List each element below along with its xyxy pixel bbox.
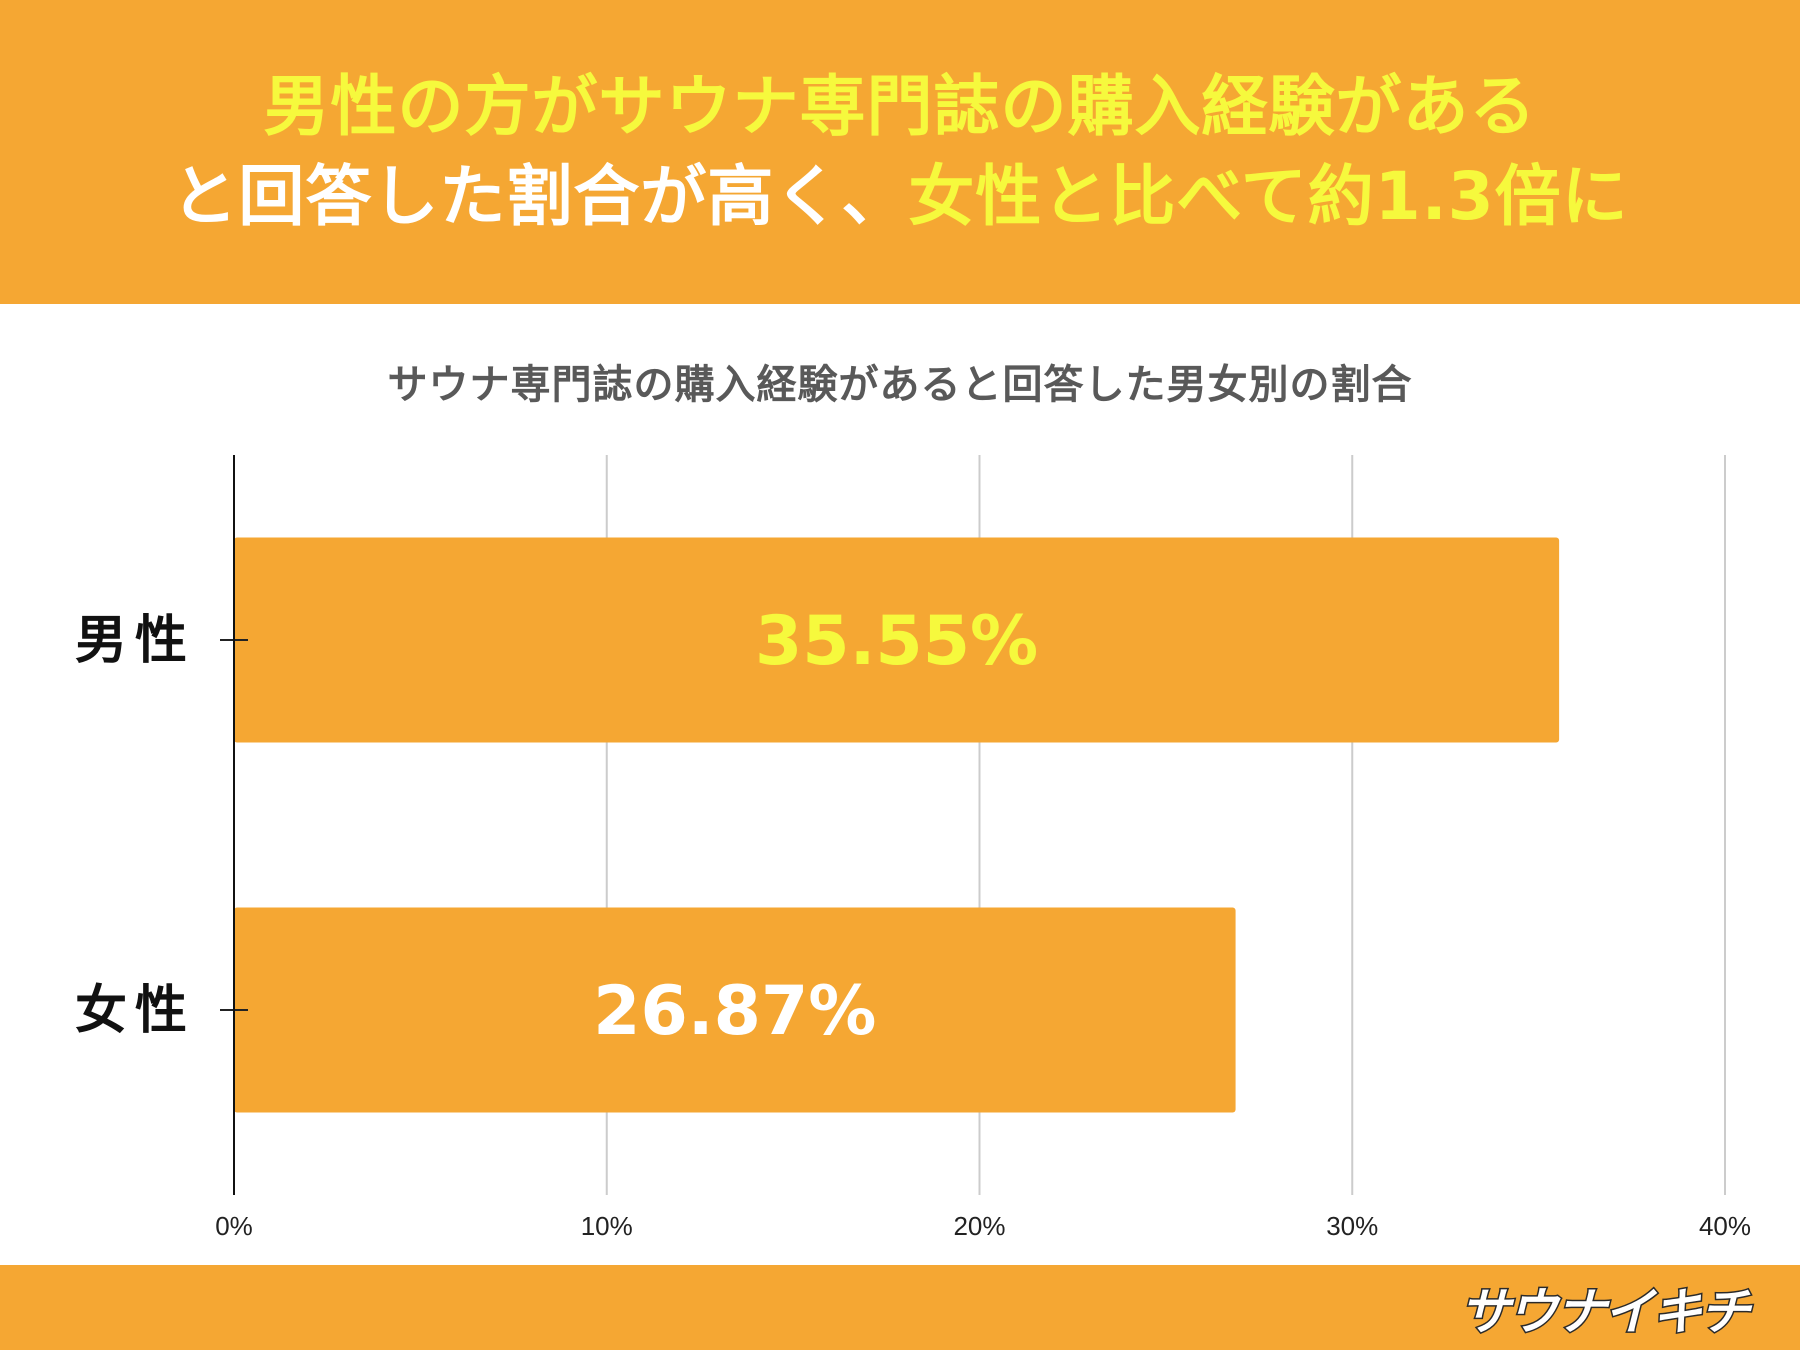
bar	[234, 537, 1560, 743]
bar	[234, 907, 1236, 1113]
headline-banner: 男性の方がサウナ専門誌の購入経験がある と回答した割合が高く、女性と比べて約1.…	[0, 0, 1800, 304]
data-label: 35.55%	[755, 602, 1038, 681]
chart-title: サウナ専門誌の購入経験があると回答した男女別の割合	[387, 362, 1413, 408]
x-tick-label: 40%	[1699, 1211, 1751, 1241]
category-label: 女性	[75, 981, 195, 1041]
headline-line-2-white: と回答した割合が高く、	[171, 158, 909, 235]
brand-logo: サウナイキチ	[1459, 1277, 1752, 1343]
x-tick-label: 0%	[215, 1211, 253, 1241]
headline-line-2: と回答した割合が高く、女性と比べて約1.3倍に	[171, 152, 1628, 242]
x-tick-label: 10%	[581, 1211, 633, 1241]
bar-chart: 0% 10% 20% 30% 40% 35.55% 男性 26.87% 女性	[75, 455, 1751, 1241]
headline-line-1: 男性の方がサウナ専門誌の購入経験がある	[263, 68, 1537, 145]
headline-line-2-yellow: 女性と比べて約1.3倍に	[908, 158, 1629, 235]
brand-logo-text: サウナイキチ	[1459, 1282, 1752, 1343]
x-tick-label: 20%	[953, 1211, 1005, 1241]
category-label: 男性	[75, 611, 195, 671]
footer-bar: サウナイキチ	[0, 1265, 1800, 1350]
x-tick-label: 30%	[1326, 1211, 1378, 1241]
data-label: 26.87%	[593, 972, 876, 1051]
